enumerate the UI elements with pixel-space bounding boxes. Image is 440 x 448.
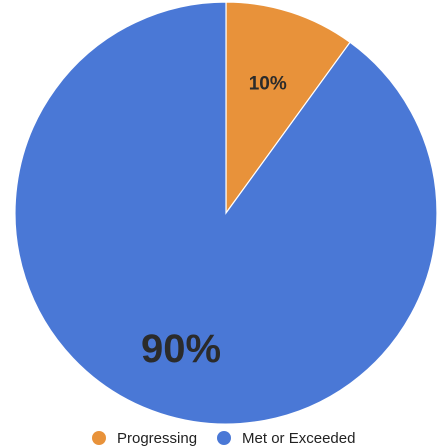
legend-item-progressing[interactable]: Progressing bbox=[92, 430, 197, 447]
slice-labels: 10% 90% bbox=[141, 74, 287, 371]
legend: Progressing Met or Exceeded bbox=[92, 428, 375, 448]
legend-swatch-progressing bbox=[92, 431, 106, 445]
legend-swatch-met-or-exceeded bbox=[217, 431, 232, 445]
pie-chart: 10% 90% bbox=[14, 1, 438, 425]
legend-label-progressing: Progressing bbox=[117, 429, 198, 447]
pie-slices bbox=[14, 1, 438, 425]
pie-slice-progressing[interactable] bbox=[225, 1, 351, 215]
legend-label-met-or-exceeded: Met or Exceeded bbox=[242, 429, 356, 447]
slice-label-met-or-exceeded: 90% bbox=[141, 327, 221, 371]
pie-slice-met-or-exceeded[interactable] bbox=[14, 1, 438, 425]
legend-item-met-or-exceeded[interactable]: Met or Exceeded bbox=[217, 430, 355, 447]
slice-label-progressing: 10% bbox=[249, 74, 287, 95]
